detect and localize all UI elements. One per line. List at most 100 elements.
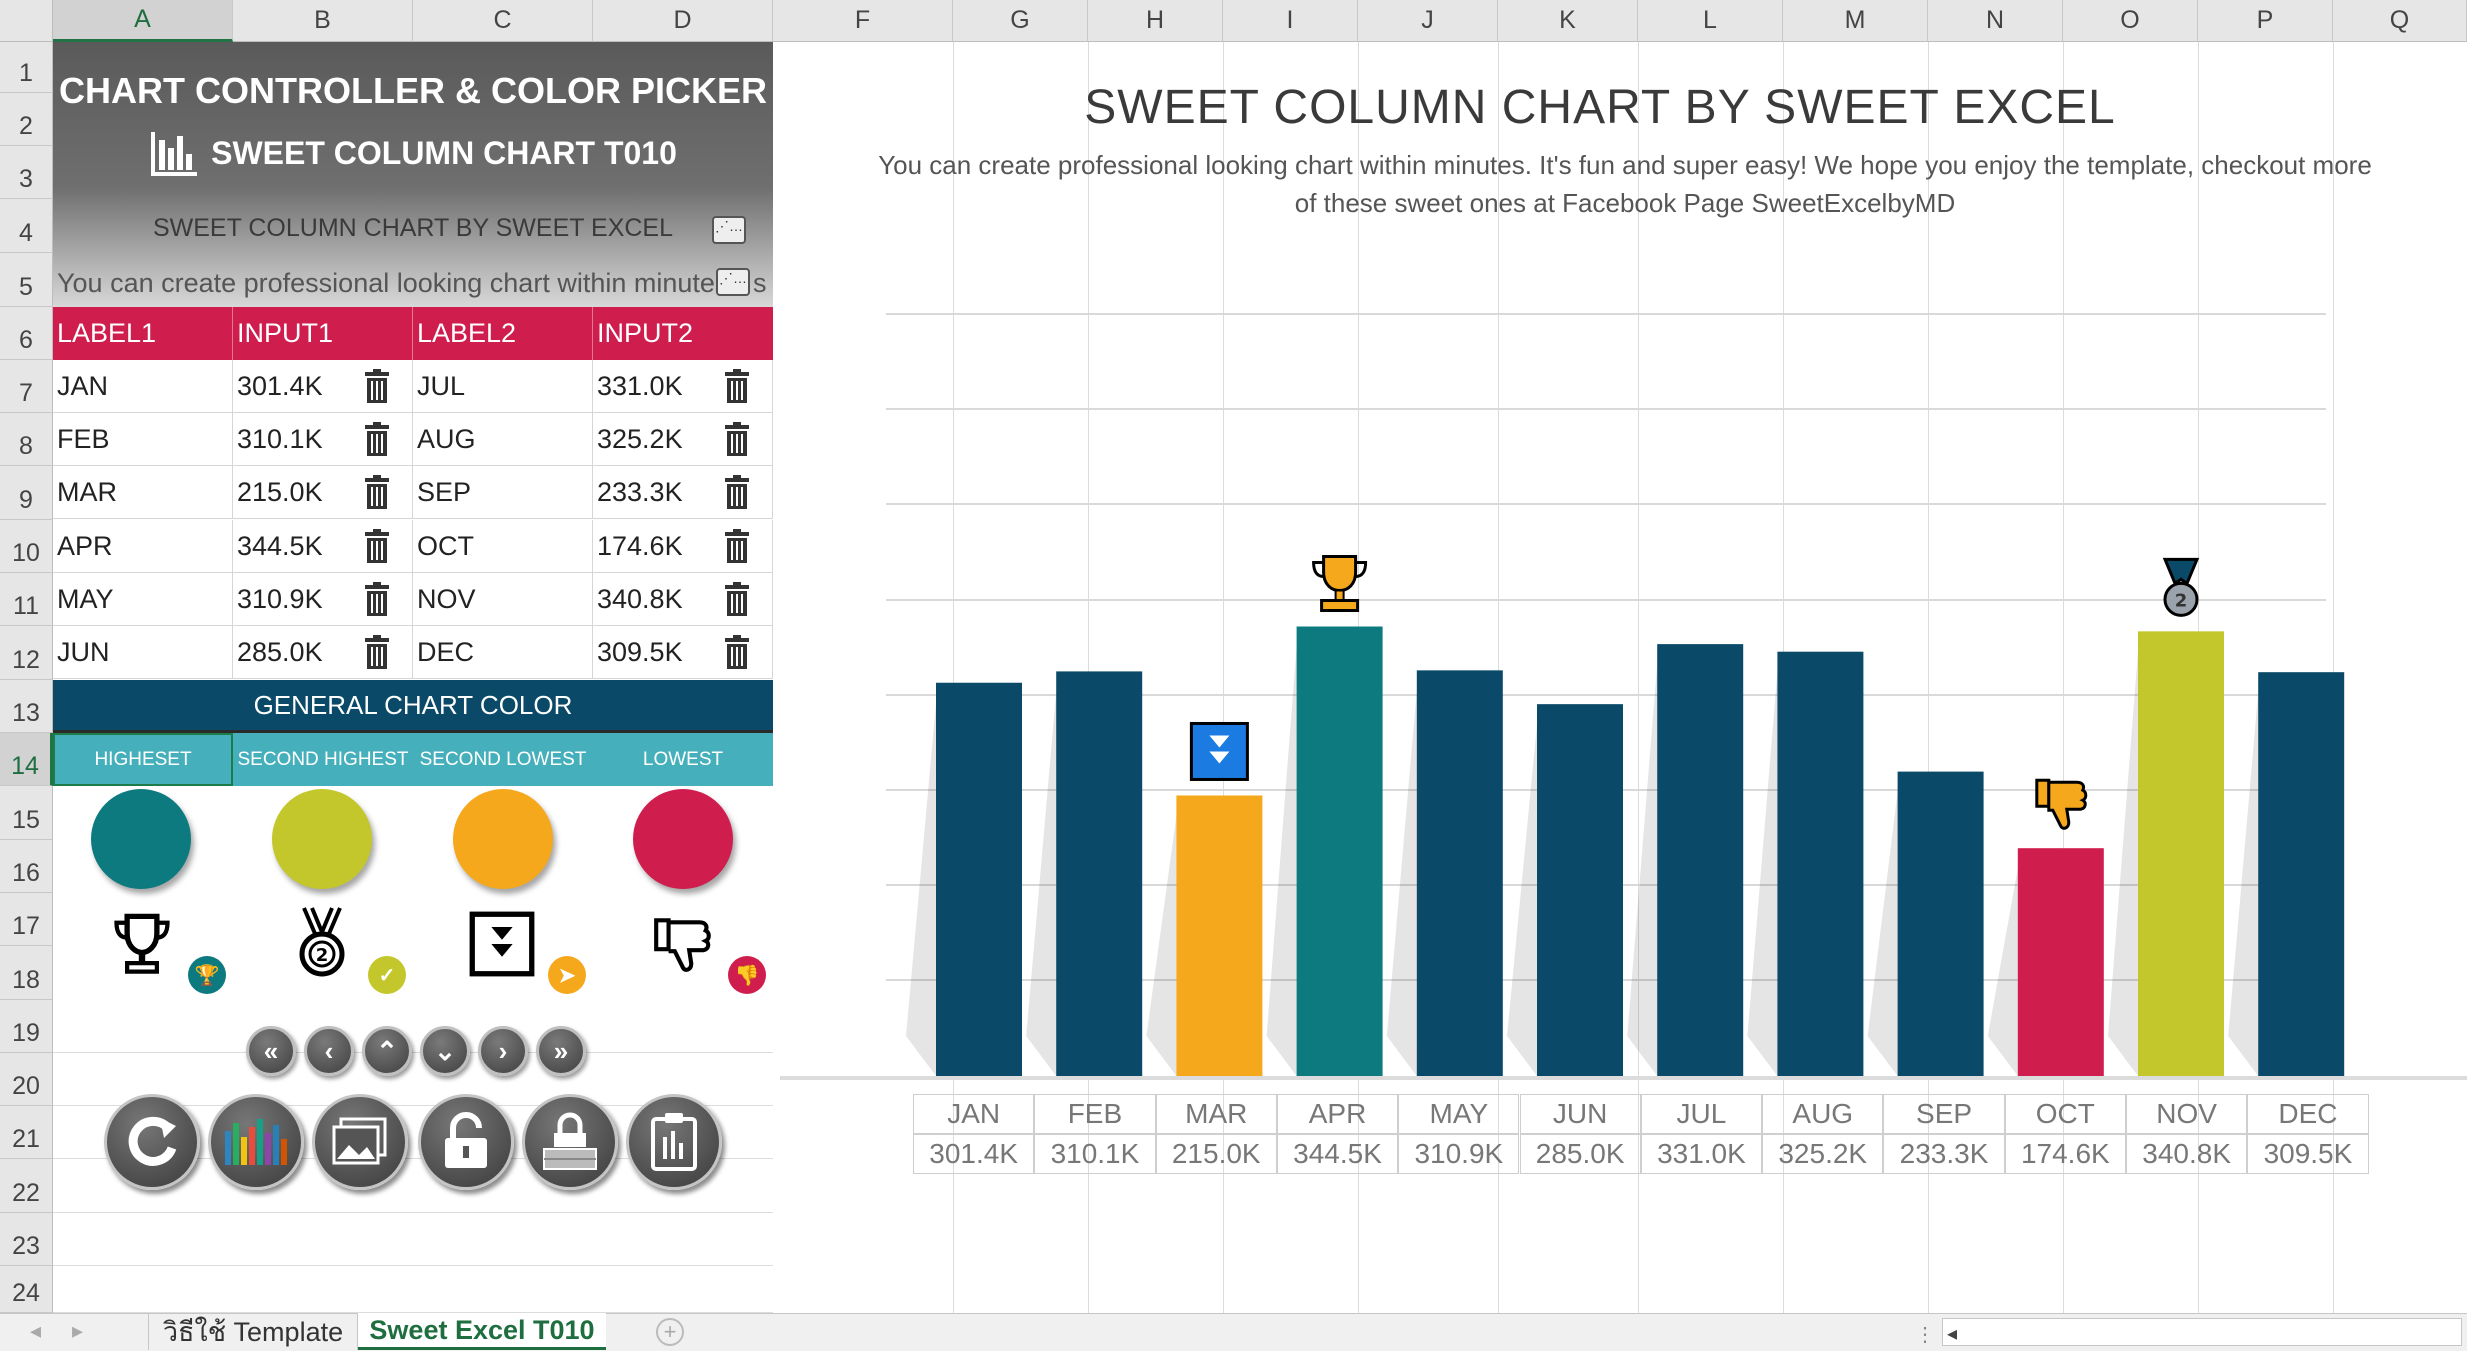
trash-icon[interactable] <box>365 422 389 456</box>
image-button[interactable] <box>312 1094 408 1190</box>
chart-bar-feb[interactable] <box>1056 671 1143 1076</box>
row-header[interactable]: 12 <box>0 626 53 680</box>
select-all-corner[interactable] <box>0 0 53 42</box>
color-label-second-highest[interactable]: SECOND HIGHEST <box>233 733 413 786</box>
edit-desc-icon[interactable]: ⋰… <box>716 268 750 296</box>
medal-icon[interactable]: 2 <box>290 906 354 978</box>
prev-button[interactable]: ‹ <box>304 1026 354 1076</box>
row-header[interactable]: 9 <box>0 466 53 520</box>
color-swatch-highest[interactable] <box>91 789 191 889</box>
label-cell[interactable]: DEC <box>413 626 593 679</box>
row-header[interactable]: 17 <box>0 893 53 946</box>
column-chart[interactable]: 2 <box>780 290 2467 1190</box>
column-header[interactable]: L <box>1638 0 1783 42</box>
sheet-nav-next[interactable]: ▸ <box>72 1318 84 1343</box>
color-label-highest[interactable]: HIGHESET <box>53 733 233 786</box>
arrow-down-box-icon[interactable] <box>468 910 536 978</box>
trash-icon[interactable] <box>365 582 389 616</box>
first-button[interactable]: « <box>246 1026 296 1076</box>
color-swatch-second-lowest[interactable] <box>453 789 553 889</box>
color-label-lowest[interactable]: LOWEST <box>593 733 773 786</box>
trash-icon[interactable] <box>365 529 389 563</box>
chart-bar-dec[interactable] <box>2258 672 2345 1076</box>
scroll-left-icon[interactable]: ◂ <box>1947 1323 1958 1345</box>
sheet-nav-prev[interactable]: ◂ <box>30 1318 42 1343</box>
label-cell[interactable]: JUL <box>413 360 593 413</box>
trash-icon[interactable] <box>365 369 389 403</box>
second-lowest-icon-picker[interactable]: ➤ <box>548 956 586 994</box>
row-header[interactable]: 19 <box>0 1000 53 1053</box>
row-header[interactable]: 11 <box>0 573 53 626</box>
label-cell[interactable]: AUG <box>413 413 593 466</box>
tab-splitter[interactable]: ⋮ <box>1915 1324 1935 1346</box>
trash-icon[interactable] <box>365 635 389 669</box>
row-header[interactable]: 4 <box>0 199 53 253</box>
chart-bar-jul[interactable] <box>1657 644 1744 1076</box>
row-header[interactable]: 15 <box>0 786 53 840</box>
column-header[interactable]: B <box>233 0 413 42</box>
color-swatch-lowest[interactable] <box>633 789 733 889</box>
row-header[interactable]: 6 <box>0 307 53 360</box>
row-header[interactable]: 3 <box>0 146 53 199</box>
column-header[interactable]: M <box>1783 0 1928 42</box>
refresh-button[interactable] <box>104 1094 200 1190</box>
label-cell[interactable]: JAN <box>53 360 233 413</box>
thumbs-down-icon[interactable] <box>650 912 716 978</box>
row-header[interactable]: 8 <box>0 413 53 466</box>
trash-icon[interactable] <box>725 475 749 509</box>
label-cell[interactable]: APR <box>53 520 233 573</box>
column-header[interactable]: I <box>1223 0 1358 42</box>
column-header[interactable]: D <box>593 0 773 42</box>
lock-button[interactable] <box>522 1094 618 1190</box>
second-highest-icon-picker[interactable]: ✓ <box>368 956 406 994</box>
row-header[interactable]: 18 <box>0 946 53 1000</box>
highest-icon-picker[interactable]: 🏆 <box>188 956 226 994</box>
trash-icon[interactable] <box>725 369 749 403</box>
label-cell[interactable]: OCT <box>413 520 593 573</box>
row-header[interactable]: 16 <box>0 840 53 893</box>
column-header[interactable]: H <box>1088 0 1223 42</box>
chart-bar-mar[interactable] <box>1176 795 1263 1076</box>
color-swatch-second-highest[interactable] <box>272 789 372 889</box>
column-header[interactable]: O <box>2063 0 2198 42</box>
row-header[interactable]: 14 <box>0 733 53 786</box>
edit-title-icon[interactable]: ⋰… <box>712 216 746 244</box>
row-header[interactable]: 2 <box>0 93 53 146</box>
trash-icon[interactable] <box>725 635 749 669</box>
trash-icon[interactable] <box>365 475 389 509</box>
sheet-tab-active[interactable]: Sweet Excel T010 <box>358 1313 606 1350</box>
trash-icon[interactable] <box>725 529 749 563</box>
input-cell[interactable]: 309.5K <box>593 626 773 679</box>
row-header[interactable]: 7 <box>0 360 53 413</box>
input-cell[interactable]: 344.5K <box>233 520 413 573</box>
row-header[interactable]: 24 <box>0 1266 53 1313</box>
column-header[interactable]: F <box>773 0 953 42</box>
clipboard-button[interactable] <box>626 1094 722 1190</box>
trash-icon[interactable] <box>725 422 749 456</box>
row-header[interactable]: 21 <box>0 1106 53 1159</box>
label-cell[interactable]: SEP <box>413 466 593 519</box>
label-cell[interactable]: MAY <box>53 573 233 626</box>
sheet-tab-howto[interactable]: วิธีใช้ Template <box>148 1313 358 1350</box>
chart-bar-apr[interactable] <box>1296 626 1383 1076</box>
up-button[interactable]: ⌃ <box>362 1026 412 1076</box>
column-header[interactable]: A <box>53 0 233 42</box>
chart-title-input[interactable]: SWEET COLUMN CHART BY SWEET EXCEL <box>152 214 674 242</box>
chart-bar-oct[interactable] <box>2017 848 2104 1076</box>
color-label-second-lowest[interactable]: SECOND LOWEST <box>413 733 593 786</box>
row-header[interactable]: 5 <box>0 253 53 307</box>
unlock-button[interactable] <box>418 1094 514 1190</box>
row-header[interactable]: 1 <box>0 42 53 93</box>
row-header[interactable]: 20 <box>0 1053 53 1106</box>
column-header[interactable]: C <box>413 0 593 42</box>
column-header[interactable]: J <box>1358 0 1498 42</box>
label-cell[interactable]: MAR <box>53 466 233 519</box>
row-header[interactable]: 22 <box>0 1159 53 1213</box>
chart-bar-jan[interactable] <box>936 682 1022 1076</box>
column-header[interactable]: K <box>1498 0 1638 42</box>
column-header[interactable]: N <box>1928 0 2063 42</box>
chart-bar-jun[interactable] <box>1537 704 1623 1076</box>
row-header[interactable]: 10 <box>0 520 53 573</box>
label-cell[interactable]: FEB <box>53 413 233 466</box>
label-cell[interactable]: JUN <box>53 626 233 679</box>
